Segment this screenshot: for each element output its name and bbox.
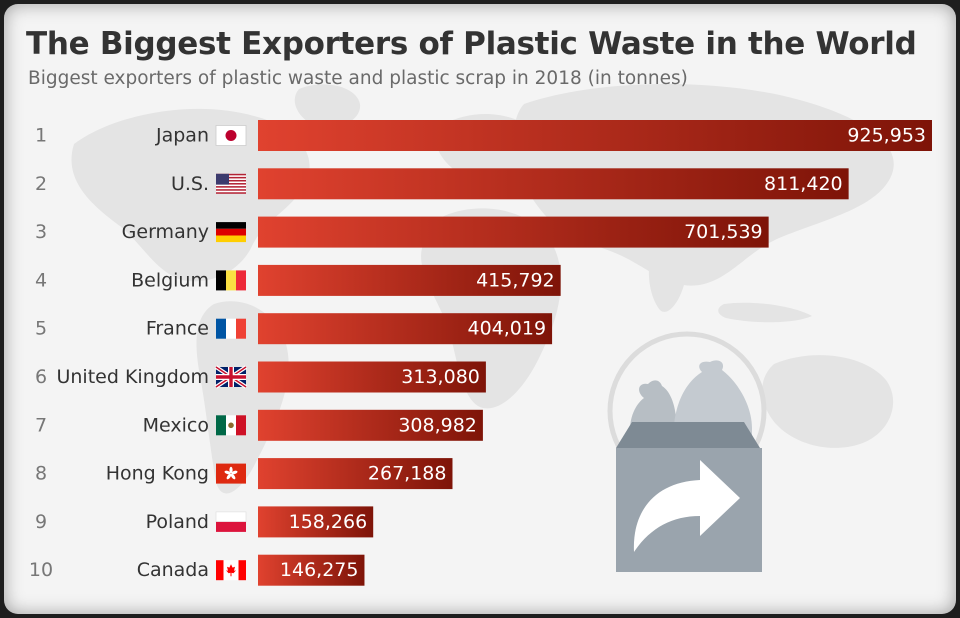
category-label: United Kingdom [56,366,209,388]
bar-japan [258,120,932,151]
bar-united-kingdom [258,361,486,393]
value-label: 701,539 [684,221,763,243]
value-label: 811,420 [764,173,843,195]
france-flag-icon [216,318,246,339]
category-label: France [146,318,209,340]
value-label: 146,275 [280,559,359,581]
category-label: Germany [122,221,209,243]
plastic-waste-bag-export-icon [607,331,767,572]
rank-label: 7 [35,414,47,436]
chart-title: The Biggest Exporters of Plastic Waste i… [26,26,917,62]
rank-label: 10 [29,559,53,581]
value-label: 158,266 [289,511,368,533]
infographic-card: The Biggest Exporters of Plastic Waste i… [4,4,956,614]
rank-label: 9 [35,511,47,533]
rank-label: 1 [35,125,47,147]
belgium-flag-icon [216,270,246,291]
bar-belgium [258,264,561,296]
category-label: Mexico [143,414,209,436]
rank-label: 2 [35,173,47,195]
germany-flag-icon [216,222,246,243]
bar-germany [258,216,769,248]
bar-canada [258,554,365,586]
bar-poland [258,506,374,538]
value-label: 308,982 [398,414,477,436]
category-label: Poland [146,511,209,533]
hong-kong-flag-icon [216,463,246,484]
uk-flag-icon [214,365,248,389]
category-label: Canada [137,559,209,581]
usa-flag-icon [216,173,246,194]
value-label: 415,792 [476,269,555,291]
bar-chart: 1 Japan 925,953 2 U.S. 811,420 3 Germany 701,539… [29,120,932,586]
value-label: 313,080 [401,366,480,388]
value-label: 925,953 [847,125,926,147]
rank-label: 6 [35,366,47,388]
chart-subtitle: Biggest exporters of plastic waste and p… [28,68,688,89]
category-label: Hong Kong [106,463,209,485]
category-label: U.S. [171,173,209,195]
rank-label: 3 [35,221,47,243]
mexico-flag-icon [216,415,246,436]
category-label: Japan [155,125,209,147]
bar-mexico [258,409,483,441]
value-label: 267,188 [368,463,447,485]
rank-label: 5 [35,318,47,340]
bar-hong-kong [258,458,453,490]
rank-label: 8 [35,463,47,485]
rank-label: 4 [35,269,47,291]
poland-flag-icon [215,511,247,532]
bar-u-s- [258,168,849,200]
japan-flag-icon [215,125,247,146]
canada-flag-icon [216,560,246,581]
bar-france [258,313,553,345]
category-label: Belgium [131,269,209,291]
value-label: 404,019 [468,318,547,340]
